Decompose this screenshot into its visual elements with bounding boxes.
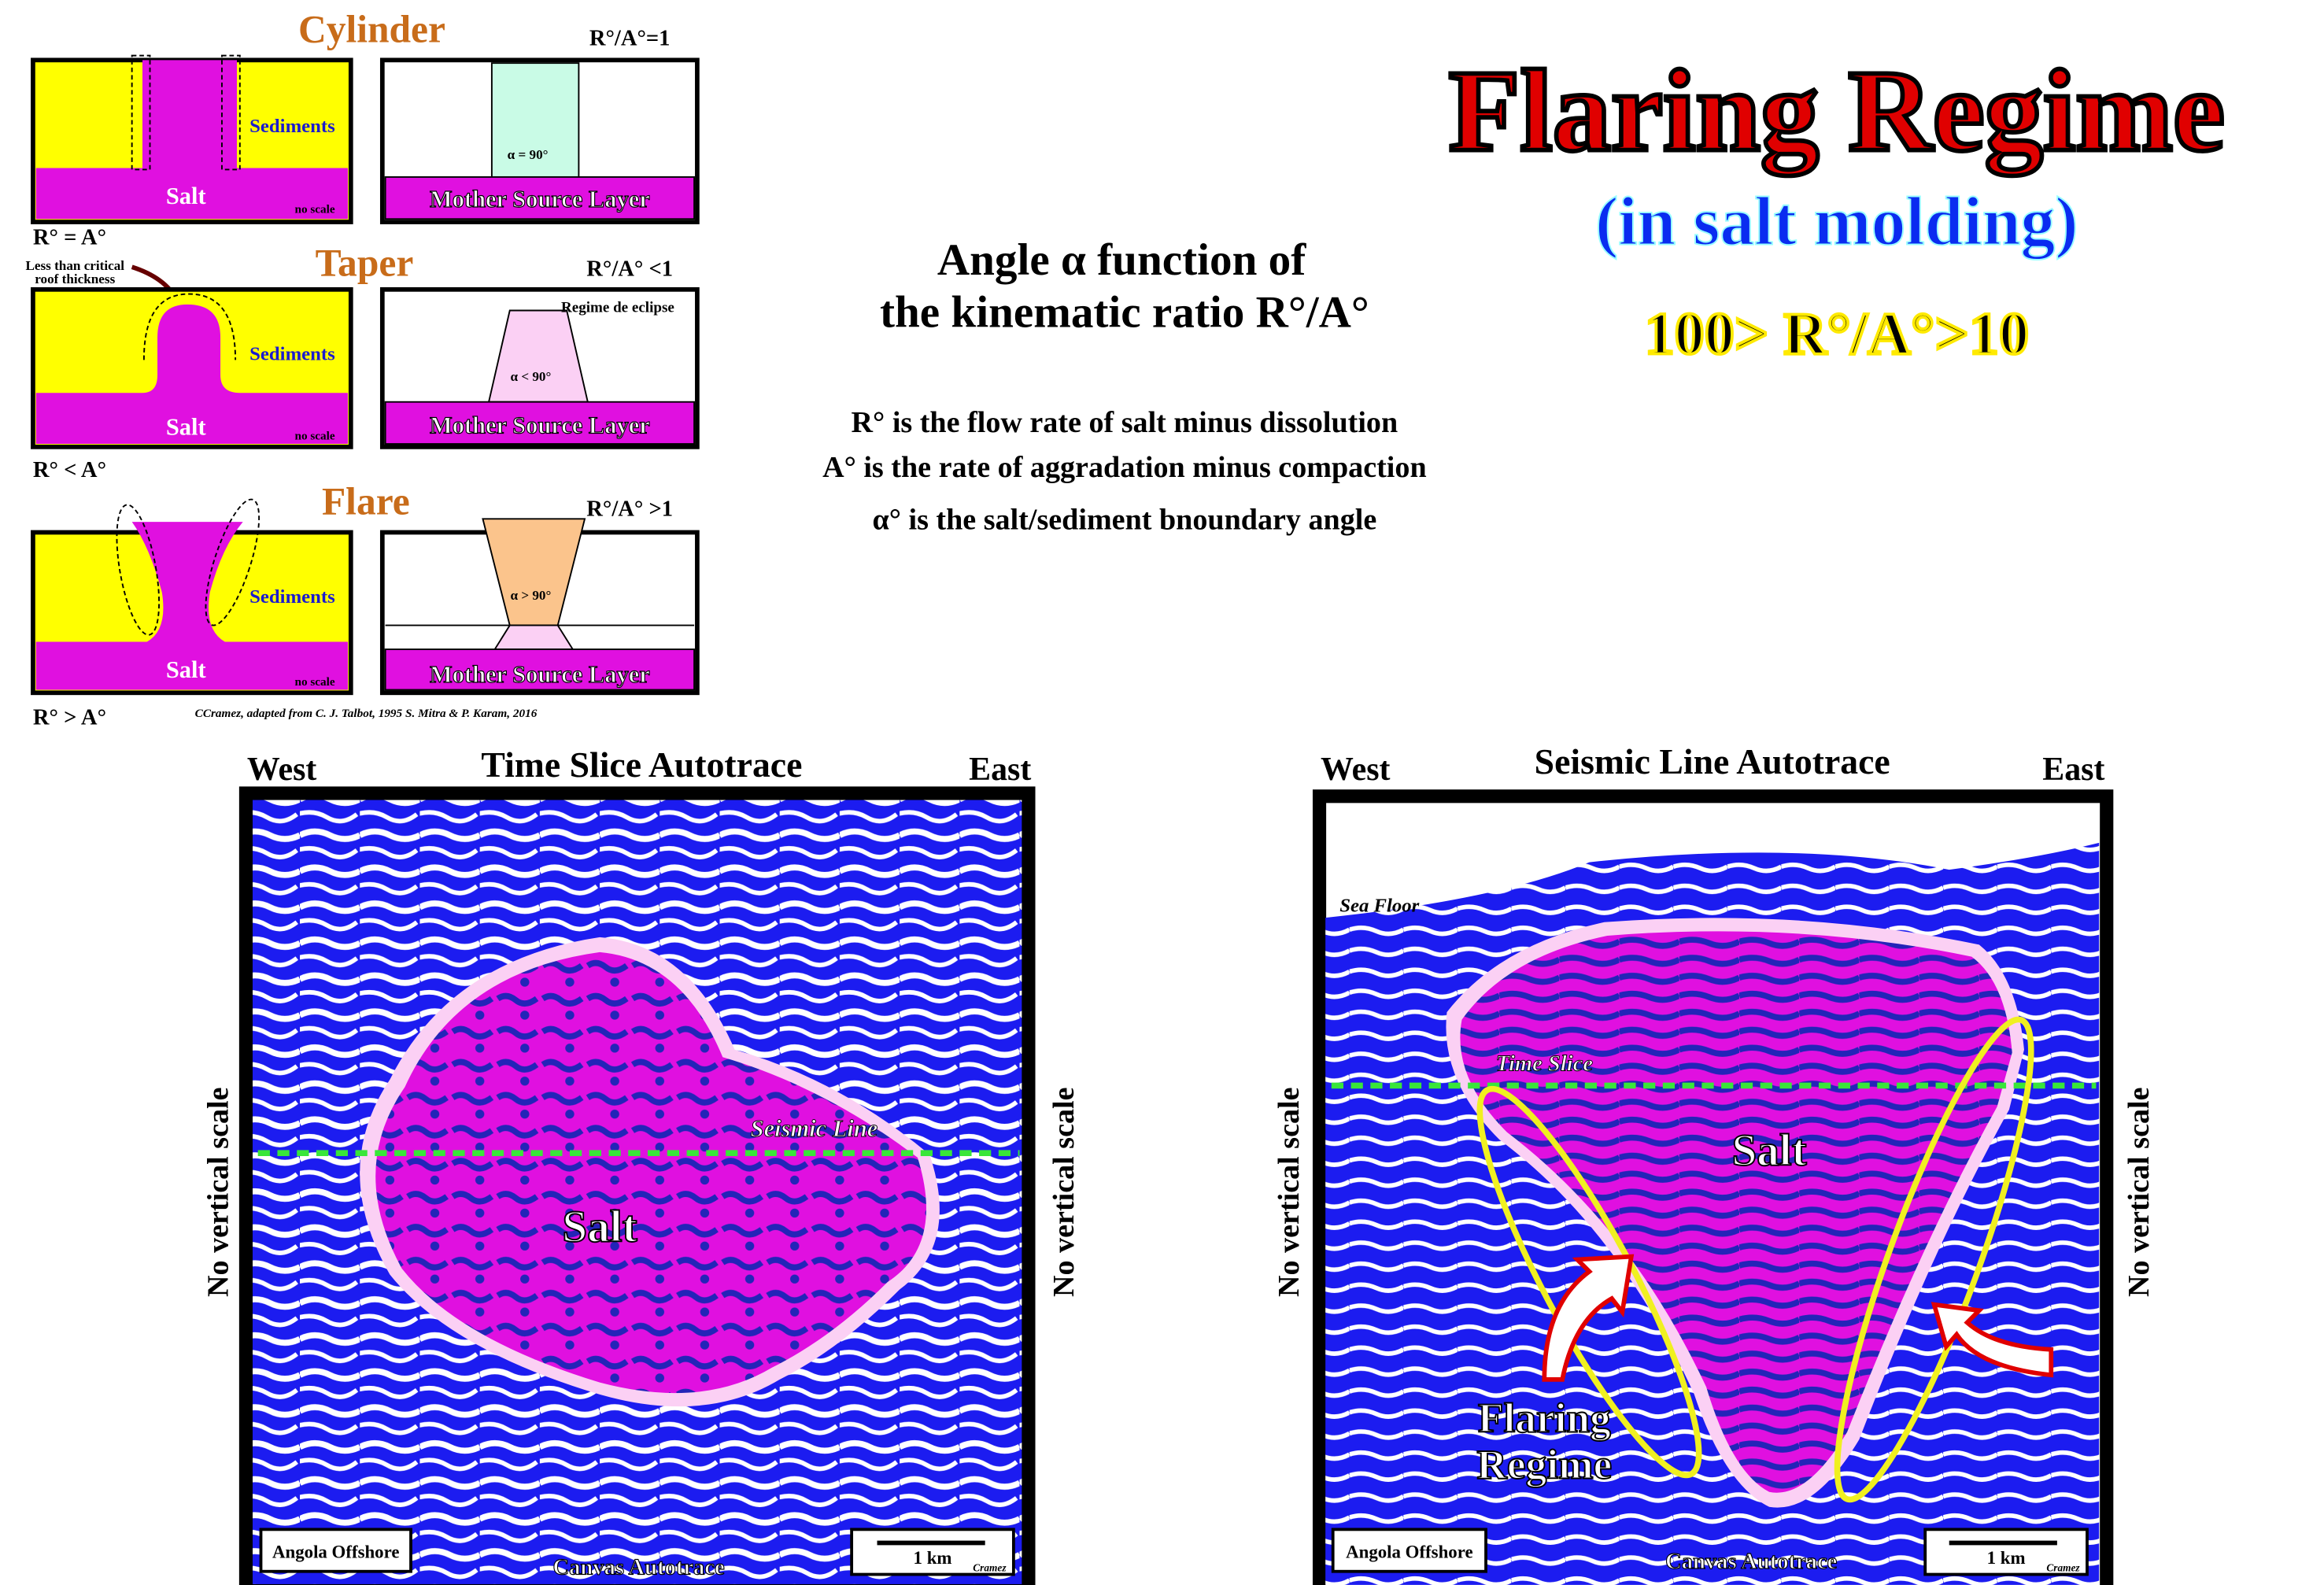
salt-body: [375, 951, 926, 1394]
sea-floor-label: Sea Floor: [1339, 895, 1419, 916]
title: Flaring Regime: [1449, 47, 2225, 176]
line-label: Time Slice: [1496, 1051, 1594, 1076]
panel-seismic-line: Seismic Line Autotrace West East Time Sl…: [1273, 741, 2156, 1585]
scale-box: [1923, 1528, 2089, 1576]
flare-outline: [1834, 1016, 2034, 1503]
sediments-label: Sediments: [249, 116, 335, 137]
regime-label: Regime de eclipse: [561, 299, 674, 316]
relation: R° = A°: [33, 226, 106, 250]
panel-title: Seismic Line Autotrace: [1535, 741, 1890, 781]
scale-note: no scale: [294, 203, 334, 216]
sediments-label: Sediments: [249, 343, 335, 364]
vertical-scale-note: No vertical scale: [1047, 1087, 1081, 1297]
salt-body: [1460, 931, 2012, 1493]
line-label: Seismic Line: [751, 1115, 878, 1142]
model-taper: Taper R°/A° <1 Less than critical roof t…: [25, 242, 700, 482]
sediments-label: Sediments: [249, 586, 335, 608]
source-label: Mother Source Layer: [430, 412, 650, 439]
source-layer: [384, 175, 696, 220]
definition: α° is the salt/sediment bnoundary angle: [872, 504, 1376, 537]
scale-note: no scale: [294, 675, 334, 689]
scale-label: 1 km: [914, 1548, 952, 1568]
scale-label: 1 km: [1987, 1548, 2026, 1568]
salt-column: [490, 62, 580, 178]
model-name: Cylinder: [298, 7, 445, 50]
source-label: Mother Source Layer: [430, 661, 650, 688]
vertical-scale-note: No vertical scale: [2123, 1087, 2156, 1297]
east-label: East: [969, 752, 1031, 788]
source-layer: [384, 401, 696, 445]
location: Angola Offshore: [1346, 1543, 1473, 1562]
source: Canvas Autotrace: [1665, 1550, 1837, 1574]
salt-label: Salt: [166, 656, 207, 683]
heading: Angle α function of: [937, 235, 1306, 285]
model-name: Flare: [322, 480, 410, 523]
west-label: West: [1321, 752, 1391, 788]
angle-label: α < 90°: [510, 369, 551, 384]
salt-label: Salt: [562, 1203, 637, 1252]
vertical-scale-note: No vertical scale: [202, 1087, 235, 1297]
model-ratio: R°/A°=1: [589, 26, 671, 50]
source: Canvas Autotrace: [553, 1556, 725, 1580]
arrow: [1931, 1302, 2054, 1378]
west-label: West: [247, 752, 317, 788]
dashed-outline: [221, 54, 241, 171]
arrow: [1542, 1254, 1635, 1382]
relation: R° < A°: [33, 458, 106, 482]
relation: R° > A°: [33, 705, 106, 730]
author: Cramez: [2046, 1562, 2080, 1574]
dashed-outline: [116, 504, 161, 636]
angle-label: α = 90°: [508, 147, 549, 162]
salt-body: [35, 304, 348, 445]
salt-label: Salt: [166, 183, 207, 209]
location: Angola Offshore: [272, 1543, 400, 1562]
note: roof thickness: [35, 272, 115, 286]
location-box: [259, 1528, 412, 1573]
salt-body: [35, 60, 348, 220]
source-layer: [384, 648, 696, 691]
definition: R° is the flow rate of salt minus dissol…: [852, 406, 1398, 439]
scale-note: no scale: [294, 429, 334, 442]
credit: CCramez, adapted from C. J. Talbot, 1995…: [195, 707, 538, 720]
salt-label: Salt: [1731, 1125, 1806, 1175]
east-label: East: [2042, 752, 2104, 788]
subtitle: (in salt molding): [1595, 183, 2078, 260]
dashed-outline: [205, 498, 260, 626]
author: Cramez: [973, 1562, 1007, 1574]
dashed-outline: [131, 54, 151, 171]
regime-label: Flaring: [1478, 1395, 1611, 1442]
ratio: 100> R°/A°>10: [1645, 301, 2030, 368]
model-cylinder: Cylinder R°/A°=1 Sediments Salt no scale…: [31, 7, 700, 250]
model-name: Taper: [316, 242, 414, 285]
model-ratio: R°/A° <1: [586, 257, 673, 282]
model-ratio: R°/A° >1: [586, 497, 673, 521]
definition: A° is the rate of aggradation minus comp…: [822, 451, 1427, 484]
angle-label: α > 90°: [510, 588, 551, 603]
panel-title: Time Slice Autotrace: [481, 744, 802, 785]
note: Less than critical: [25, 258, 124, 273]
model-flare: Flare R°/A° >1 Sediments Salt no scale α…: [31, 480, 700, 730]
heading: the kinematic ratio R°/A°: [880, 287, 1369, 337]
source-label: Mother Source Layer: [430, 186, 650, 212]
location-box: [1331, 1528, 1487, 1573]
panel-time-slice: Time Slice Autotrace West East Seismic L…: [202, 744, 1081, 1585]
salt-label: Salt: [166, 414, 207, 441]
scale-box: [850, 1528, 1015, 1576]
dashed-outline: [142, 293, 237, 360]
regime-label: Regime: [1476, 1441, 1612, 1488]
salt-body: [35, 522, 348, 690]
vertical-scale-note: No vertical scale: [1273, 1087, 1306, 1297]
